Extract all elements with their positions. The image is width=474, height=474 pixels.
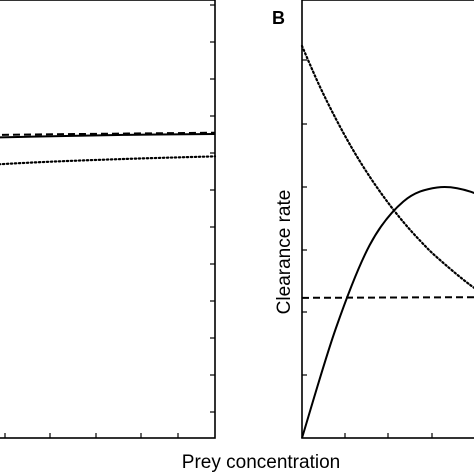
panel-a-dashed-series-line <box>0 131 216 136</box>
panel-b: B Clearance rate <box>272 0 474 439</box>
panel-a-dotted-series-line <box>0 155 217 166</box>
panel-a <box>0 0 217 439</box>
panel-a-frame <box>0 0 216 439</box>
panel-b-y-axis-label: Clearance rate <box>274 190 295 315</box>
panel-a-solid-series-line <box>0 133 216 139</box>
panel-b-frame <box>301 0 474 439</box>
panel-b-dotted-series-line <box>300 44 474 290</box>
panel-b-solid-series-line <box>301 185 474 439</box>
panel-b-label: B <box>272 8 285 28</box>
panel-b-dashed-series-line <box>301 296 474 299</box>
x-axis-label: Prey concentration <box>182 452 340 473</box>
